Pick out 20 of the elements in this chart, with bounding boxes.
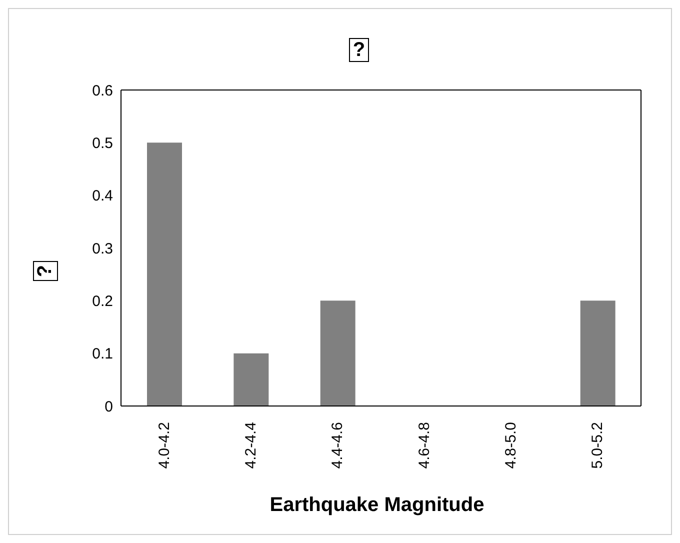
bar [234, 353, 269, 406]
chart-title: ? [348, 38, 370, 62]
y-tick-label: 0.5 [92, 134, 113, 152]
x-axis-title: Earthquake Magnitude [268, 494, 486, 517]
x-tick-label: 5.0-5.2 [589, 422, 606, 469]
x-tick-label: 4.4-4.6 [329, 422, 346, 469]
bar [580, 300, 616, 406]
y-axis-title: ? [32, 260, 58, 282]
bar [147, 142, 182, 406]
y-tick-label: 0.1 [92, 346, 113, 363]
x-tick-label: 4.2-4.4 [242, 422, 260, 469]
y-tick-label: 0.6 [92, 82, 113, 100]
x-tick-label: 4.0-4.2 [156, 422, 173, 469]
x-tick-label: 4.6-4.8 [416, 422, 433, 469]
y-tick-label: 0.4 [92, 188, 113, 205]
y-tick-label: 0.3 [92, 240, 113, 258]
y-tick-label: 0.2 [92, 292, 113, 310]
x-tick-label: 4.8-5.0 [502, 422, 520, 469]
y-tick-label: 0 [104, 398, 113, 416]
bar [320, 300, 356, 406]
